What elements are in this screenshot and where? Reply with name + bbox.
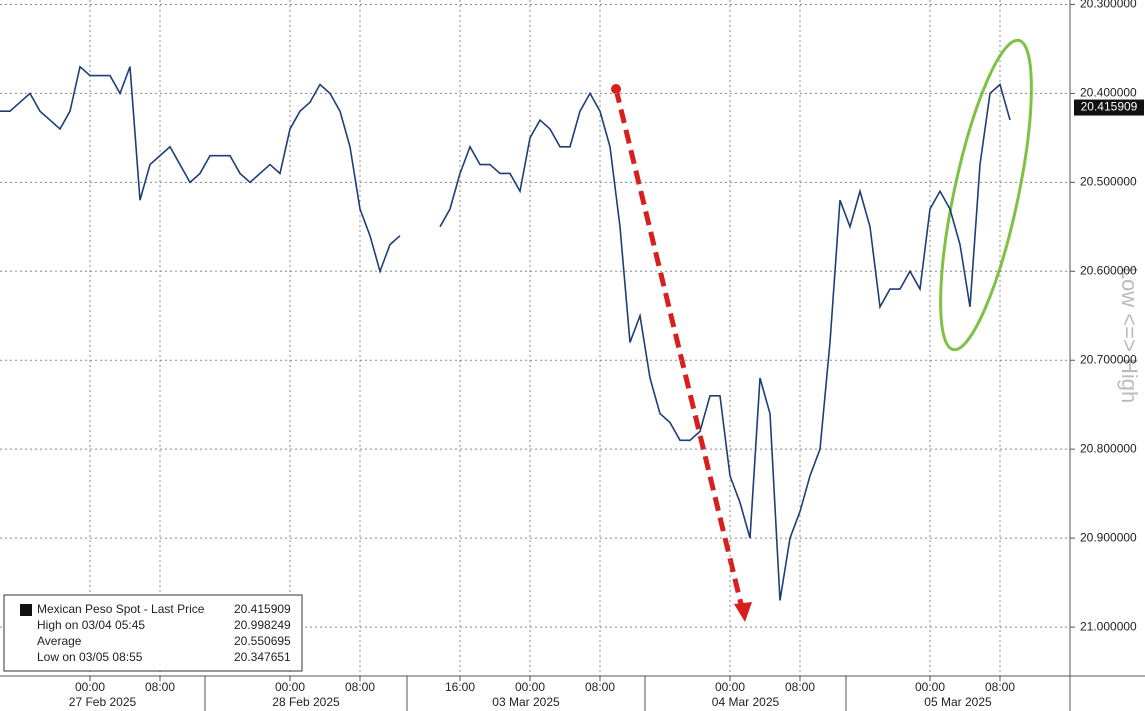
y-tick-label: 20.400000 xyxy=(1080,86,1137,100)
legend-label: Average xyxy=(37,634,82,648)
x-tick-label: 08:00 xyxy=(785,680,815,694)
arrow-head xyxy=(734,602,752,622)
y-tick-label: 20.500000 xyxy=(1080,175,1137,189)
legend-label: Mexican Peso Spot - Last Price xyxy=(37,602,205,616)
legend-value: 20.415909 xyxy=(234,602,291,616)
y-tick-label: 20.600000 xyxy=(1080,263,1137,277)
last-price-label: 20.415909 xyxy=(1081,100,1138,114)
trend-arrow xyxy=(613,88,745,609)
y-tick-label: 21.000000 xyxy=(1080,619,1137,633)
x-tick-label: 00:00 xyxy=(715,680,745,694)
date-label: 27 Feb 2025 xyxy=(69,695,137,709)
legend-label: Low on 03/05 08:55 xyxy=(37,650,143,664)
date-label: 03 Mar 2025 xyxy=(492,695,560,709)
date-label: 28 Feb 2025 xyxy=(272,695,340,709)
x-tick-label: 00:00 xyxy=(75,680,105,694)
y-tick-label: 20.800000 xyxy=(1080,441,1137,455)
x-tick-label: 08:00 xyxy=(345,680,375,694)
y-tick-label: 20.300000 xyxy=(1080,0,1137,11)
legend-swatch xyxy=(20,604,32,616)
legend-value: 20.998249 xyxy=(234,618,291,632)
legend-box xyxy=(3,594,303,672)
legend-value: 20.347651 xyxy=(234,650,291,664)
legend-value: 20.550695 xyxy=(234,634,291,648)
x-tick-label: 00:00 xyxy=(275,680,305,694)
x-tick-label: 08:00 xyxy=(585,680,615,694)
x-tick-label: 08:00 xyxy=(145,680,175,694)
highlight-ellipse xyxy=(939,38,1033,352)
last-price-tag xyxy=(1074,99,1144,116)
arrow-start xyxy=(611,84,621,94)
x-tick-label: 00:00 xyxy=(515,680,545,694)
x-tick-label: 00:00 xyxy=(915,680,945,694)
legend-label: High on 03/04 05:45 xyxy=(37,618,145,632)
date-label: 04 Mar 2025 xyxy=(712,695,780,709)
date-label: 05 Mar 2025 xyxy=(924,695,992,709)
price-line xyxy=(0,65,1011,601)
x-tick-label: 16:00 xyxy=(445,680,475,694)
legend: Mexican Peso Spot - Last Price 20.415909 H… xyxy=(3,594,303,672)
y-axis-label: Low <=> High xyxy=(1117,267,1142,403)
y-tick-label: 20.700000 xyxy=(1080,352,1137,366)
y-tick-label: 20.900000 xyxy=(1080,530,1137,544)
x-tick-label: 08:00 xyxy=(985,680,1015,694)
